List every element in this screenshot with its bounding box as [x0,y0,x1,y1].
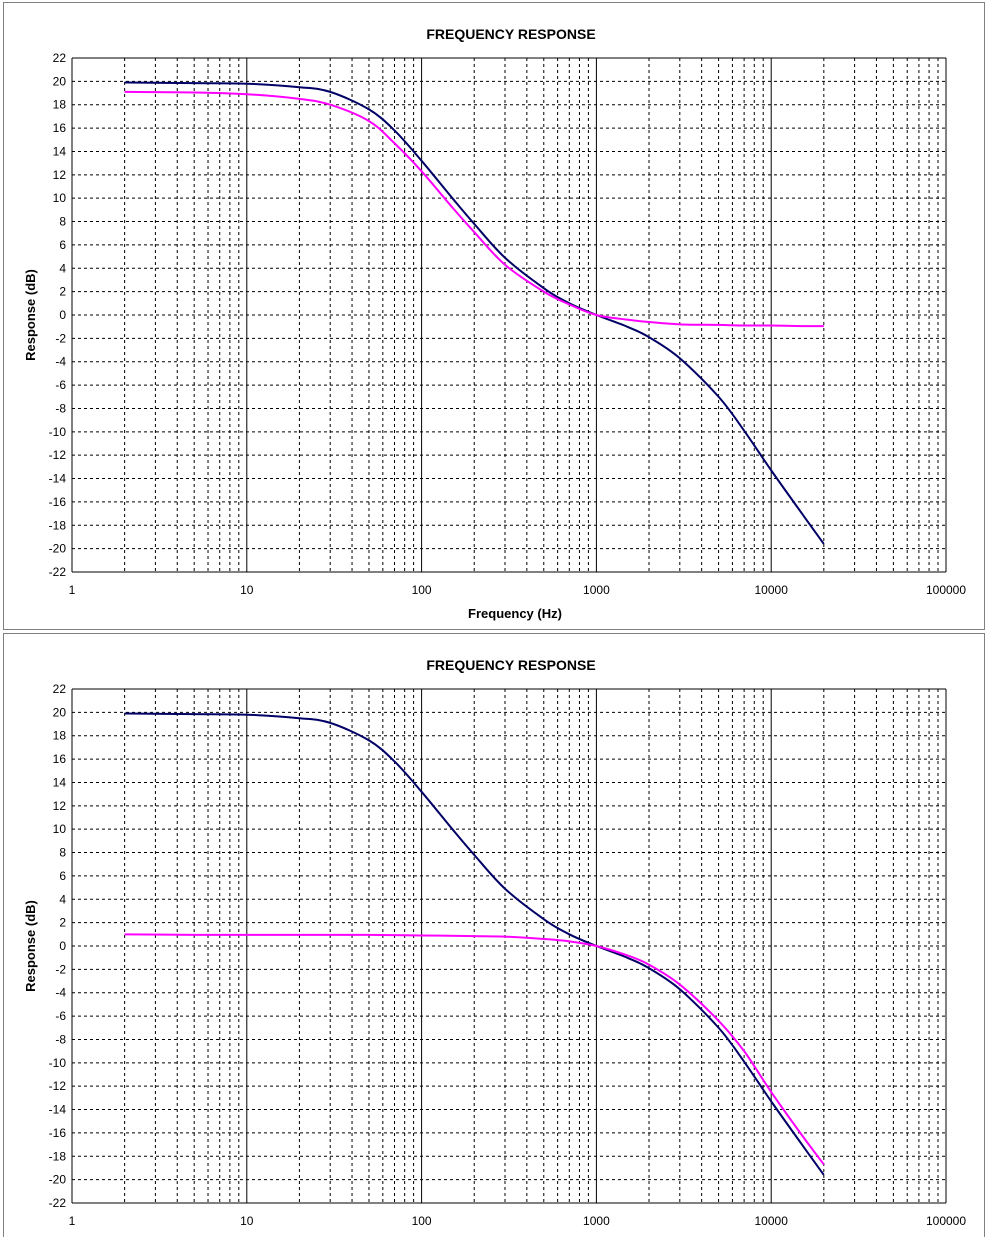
y-tick-label: 22 [53,682,67,696]
y-tick-label: 0 [59,308,66,322]
y-tick-label: -2 [55,962,66,976]
y-tick-label: 2 [59,285,66,299]
y-tick-label: -8 [55,401,66,415]
y-axis-label: Response (dB) [23,900,38,992]
y-tick-label: 2 [59,916,66,930]
series-line-2 [124,90,824,328]
y-tick-label: 18 [53,729,67,743]
y-tick-label: -2 [55,331,66,345]
x-tick-labels: 1 10 100 1000 10000 100000 [69,1214,967,1228]
grid [71,57,947,573]
y-tick-label: -4 [55,986,66,1000]
x-tick-label: 10000 [755,583,789,597]
y-tick-label: 10 [53,822,67,836]
y-tick-label: 4 [59,892,66,906]
y-tick-label: -10 [49,425,67,439]
y-tick-label: -4 [55,355,66,369]
x-tick-label: 100 [412,583,432,597]
y-tick-labels: 2220181614121086420-2-4-6-8-10-12-14-16-… [49,51,67,579]
y-tick-label: -6 [55,1009,66,1023]
x-tick-label: 100 [412,1214,432,1228]
y-tick-label: 6 [59,869,66,883]
y-tick-label: 4 [59,261,66,275]
series-line-2 [124,933,825,1166]
y-tick-label: 22 [53,51,67,65]
y-tick-label: -12 [49,1079,67,1093]
y-tick-label: -16 [49,495,67,509]
y-tick-label: -20 [49,542,67,556]
y-tick-label: -14 [49,1103,67,1117]
x-tick-label: 10 [240,583,254,597]
y-tick-label: -22 [49,565,67,579]
y-tick-label: -18 [49,1149,67,1163]
y-tick-label: 18 [53,98,67,112]
x-tick-label: 10 [240,1214,254,1228]
y-tick-label: -14 [49,472,67,486]
y-tick-label: 16 [53,752,67,766]
y-tick-label: 14 [53,775,67,789]
chart-panel-top: FREQUENCY RESPONSE 22 20 18 16 14 12 10 8 6 4 2 0 -2-… [3,2,985,630]
y-tick-label: -10 [49,1056,67,1070]
x-tick-label: 100000 [926,1214,966,1228]
x-tick-label: 1 [69,583,76,597]
x-tick-label: 1000 [583,583,610,597]
x-tick-label: 1000 [583,1214,610,1228]
y-tick-label: 14 [53,144,67,158]
x-tick-labels: 1 10 100 1000 10000 100000 [69,583,967,597]
y-tick-label: 8 [59,215,66,229]
x-axis-label: Frequency (Hz) [468,606,562,621]
y-tick-label: -12 [49,448,67,462]
y-tick-label: 20 [53,74,67,88]
y-tick-label: 16 [53,121,67,135]
chart-panel-bottom: FREQUENCY RESPONSE 22 20 18 16 14 12 10 8 6 4 2 0 -2-… [3,633,985,1237]
y-tick-label: 6 [59,238,66,252]
y-tick-label: 8 [59,846,66,860]
y-tick-label: -18 [49,518,67,532]
y-tick-label: 12 [53,168,67,182]
x-tick-label: 100000 [926,583,966,597]
x-tick-label: 1 [69,1214,76,1228]
y-tick-label: -20 [49,1173,67,1187]
frequency-response-chart-bottom: FREQUENCY RESPONSE2220181614121086420-2-… [23,657,967,1228]
y-tick-label: -16 [49,1126,67,1140]
y-tick-label: 20 [53,705,67,719]
series-line-1 [124,81,825,545]
y-axis-label: Response (dB) [23,269,38,361]
chart-title: FREQUENCY RESPONSE [426,657,595,673]
chart-title: FREQUENCY RESPONSE [426,26,595,42]
y-tick-label: 10 [53,191,67,205]
grid [71,688,947,1204]
frequency-response-chart-top: FREQUENCY RESPONSE2220181614121086420-2-… [23,26,967,621]
y-tick-label: 0 [59,939,66,953]
y-tick-label: -22 [49,1196,67,1210]
y-tick-label: -8 [55,1032,66,1046]
series-line-1 [124,712,825,1176]
y-tick-label: 12 [53,799,67,813]
x-tick-label: 10000 [755,1214,789,1228]
y-tick-labels: 2220181614121086420-2-4-6-8-10-12-14-16-… [49,682,67,1210]
y-tick-label: -6 [55,378,66,392]
